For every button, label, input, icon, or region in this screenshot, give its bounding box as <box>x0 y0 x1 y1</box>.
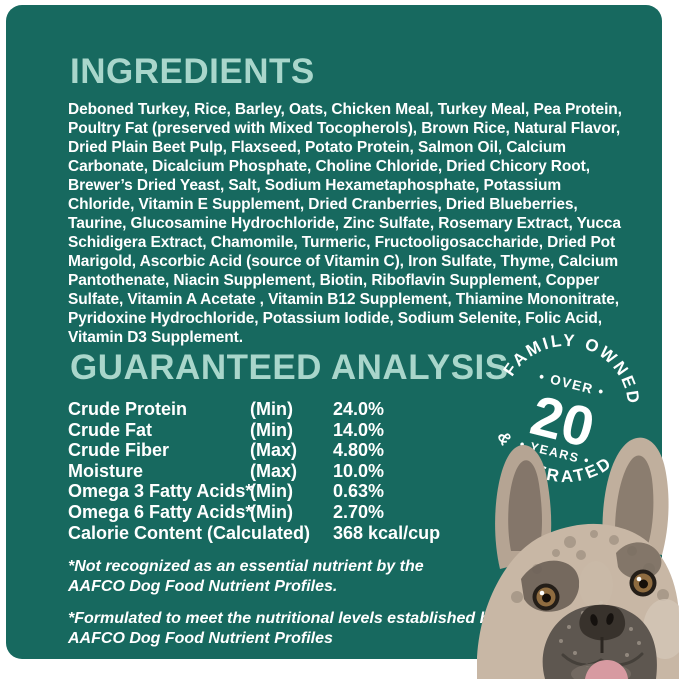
row-qualifier: (Max) <box>250 440 298 461</box>
row-value: 368 kcal/cup <box>333 522 441 543</box>
dog-right-eye <box>629 569 657 597</box>
family-owned-badge: FAMILY OWNED & OPERATED • OVER • 20 • YE… <box>485 324 650 492</box>
row-value: 14.0% <box>333 419 385 440</box>
row-label: Crude Fat <box>68 419 153 440</box>
row-label: Crude Fiber <box>68 440 170 461</box>
row-value: 2.70% <box>333 501 385 522</box>
row-value: 0.63% <box>333 481 385 502</box>
row-qualifier: (Min) <box>250 481 293 502</box>
row-value: 10.0% <box>333 460 385 481</box>
row-label: Crude Protein <box>68 399 188 419</box>
row-qualifier: (Min) <box>250 501 293 522</box>
dog-nose-bridge <box>579 561 613 609</box>
guaranteed-analysis-table: Crude Protein (Min) 24.0% Crude Fat (Min… <box>68 399 498 543</box>
row-value: 4.80% <box>333 440 385 461</box>
ingredients-title: INGREDIENTS <box>70 52 315 91</box>
dog-mouth <box>561 652 644 667</box>
table-row: Crude Fiber (Max) 4.80% <box>68 440 498 461</box>
row-label: Omega 3 Fatty Acids* <box>68 481 253 502</box>
footnote-aafco-formulated: *Formulated to meet the nutritional leve… <box>68 610 527 647</box>
row-qualifier: (Min) <box>250 419 293 440</box>
dog-tongue <box>585 660 628 679</box>
table-row: Moisture (Max) 10.0% <box>68 461 498 482</box>
table-row: Omega 6 Fatty Acids* (Min) 2.70% <box>68 502 498 523</box>
dog-photo <box>477 437 679 679</box>
row-qualifier: (Min) <box>250 399 293 419</box>
row-value: 24.0% <box>333 399 385 419</box>
row-label: Moisture <box>68 460 144 481</box>
dog-right-nostril <box>606 613 614 625</box>
row-label: Omega 6 Fatty Acids* <box>68 501 253 522</box>
table-row: Calorie Content (Calculated) 368 kcal/cu… <box>68 523 498 544</box>
row-label: Calorie Content (Calculated) <box>68 522 311 543</box>
row-qualifier: (Max) <box>250 460 298 481</box>
ingredients-text: Deboned Turkey, Rice, Barley, Oats, Chic… <box>68 101 622 346</box>
dog-left-eye <box>532 583 560 611</box>
dog-left-nostril <box>590 614 598 626</box>
dog-right-inner-ear <box>614 455 654 545</box>
guaranteed-analysis-title: GUARANTEED ANALYSIS <box>70 348 509 387</box>
dog-nose <box>579 604 626 641</box>
badge-number: 20 <box>525 383 601 459</box>
dog-right-eye-patch <box>616 542 662 580</box>
table-row: Omega 3 Fatty Acids* (Min) 0.63% <box>68 481 498 502</box>
footnote-essential-nutrient: *Not recognized as an essential nutrient… <box>68 558 424 595</box>
table-row: Crude Protein (Min) 24.0% <box>68 399 498 420</box>
table-row: Crude Fat (Min) 14.0% <box>68 420 498 441</box>
row-qualifier <box>250 523 333 544</box>
dog-left-inner-ear <box>508 460 542 551</box>
